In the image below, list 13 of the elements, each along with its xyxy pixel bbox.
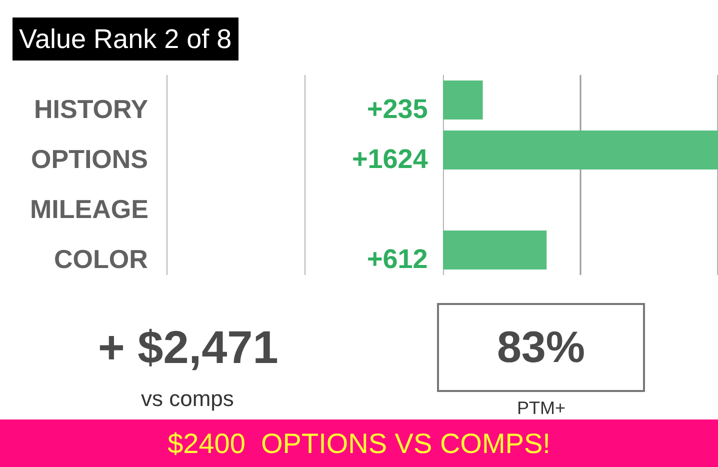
text: Value Rank 2 of 8 [19, 24, 232, 54]
data-label: +612 [367, 244, 428, 274]
data-label: +235 [367, 94, 428, 124]
text: + $2,471 [98, 321, 278, 373]
data-label: +1624 [352, 144, 428, 174]
text: vs comps [141, 386, 234, 411]
y-tick-label: OPTIONS [31, 144, 148, 174]
text: PTM+ [517, 398, 566, 418]
text: $2400 OPTIONS VS COMPS! [168, 428, 550, 459]
y-tick-label: MILEAGE [30, 194, 148, 224]
y-tick-label: COLOR [54, 244, 148, 274]
text: 83% [496, 323, 586, 372]
y-tick-label: HISTORY [34, 94, 148, 124]
